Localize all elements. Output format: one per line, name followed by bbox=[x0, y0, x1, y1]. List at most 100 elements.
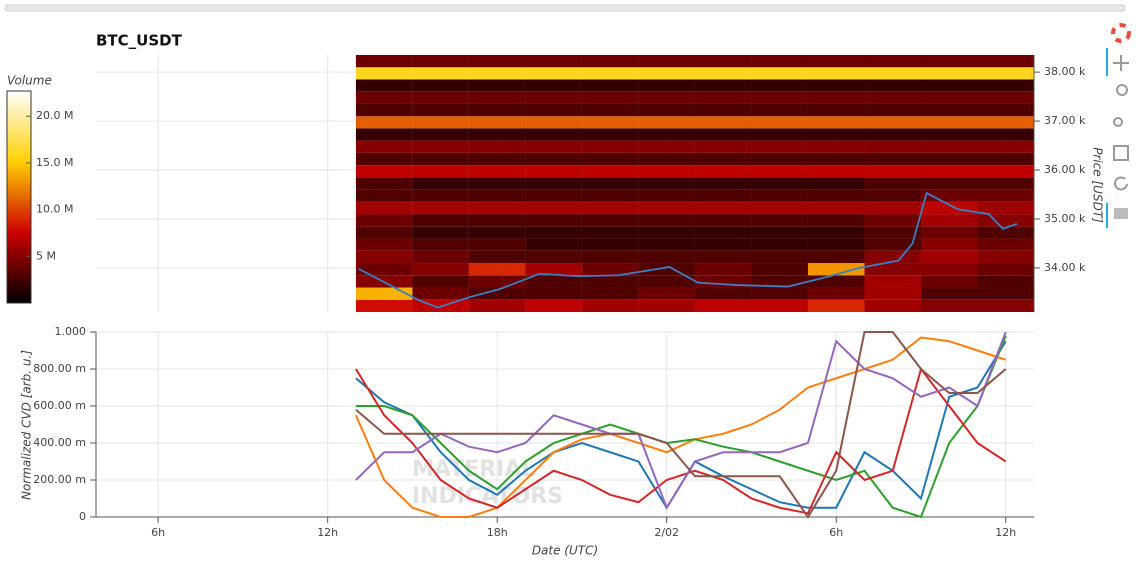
heatmap-cell bbox=[355, 67, 413, 80]
heatmap-cell bbox=[920, 55, 978, 68]
heatmap-cell bbox=[525, 287, 582, 300]
save-tool[interactable] bbox=[1113, 145, 1129, 161]
heatmap-cell bbox=[977, 67, 1034, 80]
heatmap-cell bbox=[468, 299, 526, 312]
heatmap-cell bbox=[581, 226, 639, 239]
heatmap-cell bbox=[864, 287, 921, 300]
y-tick-label: 400.00 m bbox=[33, 436, 86, 449]
heatmap-cell bbox=[977, 79, 1034, 92]
heatmap-cell bbox=[468, 91, 526, 104]
scroll-bar[interactable] bbox=[4, 4, 1126, 12]
heatmap-cell bbox=[977, 128, 1034, 141]
heatmap-cell bbox=[355, 152, 413, 166]
heatmap-cell bbox=[977, 177, 1034, 190]
heatmap-cell bbox=[694, 116, 752, 129]
heatmap-cell bbox=[977, 140, 1034, 153]
heatmap-cell bbox=[468, 128, 526, 141]
heatmap-cell bbox=[525, 67, 582, 80]
heatmap-cell bbox=[807, 201, 865, 215]
heatmap-cell bbox=[694, 152, 752, 166]
heatmap-cell bbox=[525, 91, 582, 104]
heatmap-cell bbox=[525, 263, 582, 276]
heatmap-cell bbox=[920, 189, 978, 202]
heatmap-cell bbox=[694, 91, 752, 104]
heatmap-cell bbox=[977, 116, 1034, 129]
heatmap-cell bbox=[920, 67, 978, 80]
heatmap-cell bbox=[751, 140, 808, 153]
chart-title: BTC_USDT bbox=[96, 32, 183, 50]
y-tick-label: 600.00 m bbox=[33, 399, 86, 412]
heatmap-cell bbox=[412, 287, 469, 300]
heatmap-cell bbox=[525, 189, 582, 202]
heatmap-cell bbox=[412, 91, 469, 104]
x-tick-label: 6h bbox=[829, 526, 843, 539]
cvd-line bbox=[355, 366, 1007, 515]
heatmap-cell bbox=[807, 165, 865, 178]
heatmap-cell bbox=[694, 287, 752, 300]
heatmap-cell bbox=[977, 250, 1034, 264]
logo[interactable] bbox=[1111, 23, 1131, 43]
heatmap-cell bbox=[751, 103, 808, 117]
heatmap-cell bbox=[412, 165, 469, 178]
heatmap-cell bbox=[751, 299, 808, 312]
heatmap-cell bbox=[864, 250, 921, 264]
heatmap-cell bbox=[807, 55, 865, 68]
heatmap-cell bbox=[751, 238, 808, 251]
heatmap-cell bbox=[468, 189, 526, 202]
heatmap-cell bbox=[638, 263, 695, 276]
heatmap-cell bbox=[525, 238, 582, 251]
heatmap-cell bbox=[581, 214, 639, 227]
heatmap-cell bbox=[638, 189, 695, 202]
heatmap-cell bbox=[864, 189, 921, 202]
heatmap-cell bbox=[468, 263, 526, 276]
heatmap-cell bbox=[638, 226, 695, 239]
heatmap-cell bbox=[694, 103, 752, 117]
heatmap-cell bbox=[355, 103, 413, 117]
heatmap-cell bbox=[355, 116, 413, 129]
heatmap-cell bbox=[864, 128, 921, 141]
heatmap-cell bbox=[920, 152, 978, 166]
y-tick-label: 37.00 k bbox=[1044, 114, 1086, 127]
y-tick-label: 200.00 m bbox=[33, 473, 86, 486]
heatmap-cell bbox=[468, 116, 526, 129]
heatmap-cell bbox=[751, 116, 808, 129]
heatmap-cell bbox=[468, 140, 526, 153]
heatmap-cell bbox=[581, 55, 639, 68]
heatmap-cell bbox=[864, 238, 921, 251]
heatmap-cell bbox=[920, 250, 978, 264]
heatmap-cell bbox=[581, 165, 639, 178]
heatmap-cell bbox=[581, 201, 639, 215]
heatmap-cell bbox=[638, 55, 695, 68]
heatmap-cell bbox=[638, 165, 695, 178]
x-tick-label: 12h bbox=[317, 526, 338, 539]
heatmap-cell bbox=[355, 165, 413, 178]
colorbar-tick-label: 20.0 M bbox=[36, 109, 73, 122]
heatmap-cell bbox=[977, 91, 1034, 104]
y-tick-label: 0 bbox=[79, 510, 86, 523]
heatmap-cell bbox=[355, 79, 413, 92]
reset-tool[interactable] bbox=[1114, 176, 1128, 191]
y-tick-label: 800.00 m bbox=[33, 362, 86, 375]
heatmap-cell bbox=[581, 140, 639, 153]
heatmap-cell bbox=[468, 165, 526, 178]
heatmap-cell bbox=[920, 103, 978, 117]
heatmap-cell bbox=[638, 299, 695, 312]
box-zoom-tool[interactable] bbox=[1113, 117, 1123, 127]
heatmap-cell bbox=[638, 91, 695, 104]
colorbar-tick-label: 10.0 M bbox=[36, 203, 73, 216]
heatmap-cell bbox=[412, 140, 469, 153]
pan-tool[interactable] bbox=[1113, 55, 1129, 71]
heatmap-cell bbox=[694, 299, 752, 312]
heatmap-cell bbox=[807, 91, 865, 104]
heatmap-cell bbox=[864, 79, 921, 92]
colorbar-tick-label: 5 M bbox=[36, 249, 56, 262]
heatmap-cell bbox=[807, 214, 865, 227]
heatmap-cell bbox=[355, 177, 413, 190]
zoom-tool[interactable] bbox=[1116, 84, 1128, 96]
heatmap-cell bbox=[751, 263, 808, 276]
heatmap-cell bbox=[864, 116, 921, 129]
heatmap-cell bbox=[751, 250, 808, 264]
heatmap-cell bbox=[920, 275, 978, 288]
heatmap-cell bbox=[864, 103, 921, 117]
hover-tool[interactable] bbox=[1114, 208, 1128, 219]
